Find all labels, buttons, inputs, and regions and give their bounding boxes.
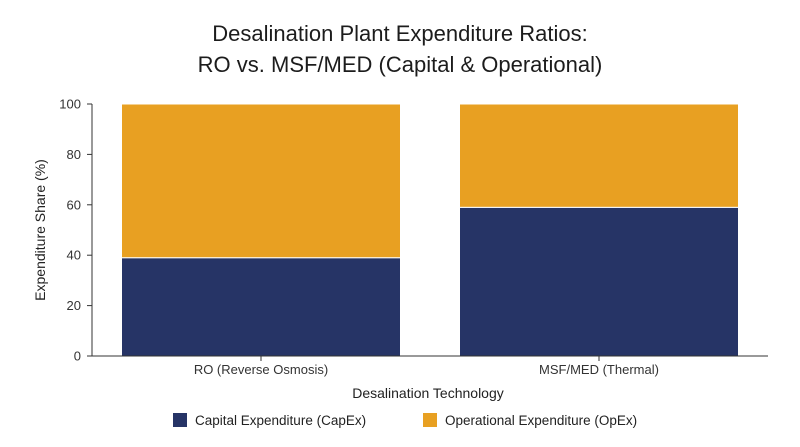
y-tick-label: 80 — [67, 147, 81, 162]
bar-segment-capex-0 — [121, 257, 401, 357]
bar-segment-capex-1 — [459, 206, 739, 357]
y-axis-label: Expenditure Share (%) — [32, 159, 48, 301]
chart-title-line-2: RO vs. MSF/MED (Capital & Operational) — [198, 52, 603, 77]
y-tick-label: 20 — [67, 298, 81, 313]
bar-segment-opex-0 — [121, 103, 401, 259]
y-tick-label: 60 — [67, 197, 81, 212]
bar-segment-opex-1 — [459, 103, 739, 208]
chart-title-line-1: Desalination Plant Expenditure Ratios: — [212, 21, 587, 46]
x-tick-label: MSF/MED (Thermal) — [539, 362, 659, 377]
legend-label-opex: Operational Expenditure (OpEx) — [445, 413, 637, 428]
y-tick-label: 100 — [59, 97, 81, 112]
legend-swatch-capex — [173, 413, 187, 427]
x-tick-label: RO (Reverse Osmosis) — [194, 362, 328, 377]
x-axis-label: Desalination Technology — [352, 385, 504, 401]
plot-area: 0 20 40 60 80 100 RO (Reverse Osmosis) MSF/MED … — [59, 97, 739, 377]
y-tick-label: 40 — [67, 248, 81, 263]
legend-label-capex: Capital Expenditure (CapEx) — [195, 413, 366, 428]
y-tick-label: 0 — [74, 349, 81, 364]
legend-swatch-opex — [423, 413, 437, 427]
legend: Capital Expenditure (CapEx) Operational … — [173, 413, 637, 428]
